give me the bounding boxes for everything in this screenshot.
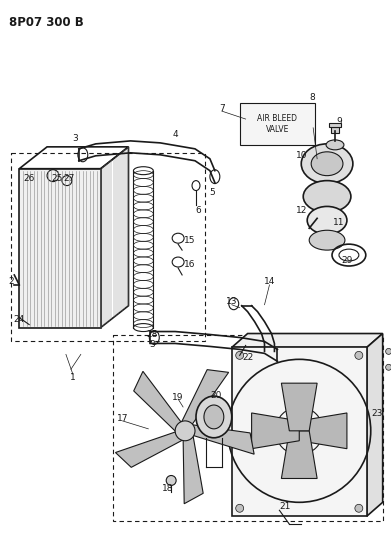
- Text: 10: 10: [296, 151, 307, 160]
- Text: 18: 18: [162, 484, 174, 493]
- Polygon shape: [299, 413, 347, 449]
- Text: 5: 5: [209, 188, 215, 197]
- Ellipse shape: [311, 152, 343, 176]
- Text: 22: 22: [242, 353, 253, 362]
- Ellipse shape: [326, 140, 344, 150]
- Text: 1: 1: [70, 373, 76, 382]
- Polygon shape: [367, 334, 383, 516]
- FancyBboxPatch shape: [240, 103, 315, 145]
- Text: 3: 3: [72, 134, 78, 143]
- Circle shape: [355, 504, 363, 512]
- Text: 23: 23: [371, 409, 383, 418]
- Bar: [331, 127, 339, 133]
- Text: 26: 26: [24, 174, 35, 183]
- Text: 3: 3: [149, 340, 155, 349]
- Text: 13: 13: [226, 297, 238, 306]
- Text: AIR BLEED
VALVE: AIR BLEED VALVE: [258, 114, 298, 134]
- Text: 20: 20: [210, 391, 221, 400]
- Polygon shape: [134, 372, 182, 433]
- Ellipse shape: [301, 144, 353, 183]
- Text: 8P07 300 B: 8P07 300 B: [9, 16, 84, 29]
- Polygon shape: [183, 433, 203, 504]
- Text: 7: 7: [219, 103, 225, 112]
- Text: 21: 21: [279, 502, 291, 511]
- Ellipse shape: [204, 405, 224, 429]
- Circle shape: [386, 349, 392, 354]
- Polygon shape: [116, 431, 185, 467]
- Text: 4: 4: [172, 131, 178, 140]
- Polygon shape: [281, 383, 317, 431]
- Circle shape: [236, 351, 244, 359]
- Text: 19: 19: [172, 393, 184, 401]
- Ellipse shape: [196, 396, 232, 438]
- Ellipse shape: [303, 181, 351, 212]
- Polygon shape: [190, 424, 254, 454]
- Text: 8: 8: [309, 93, 315, 102]
- Circle shape: [166, 475, 176, 486]
- Text: 15: 15: [184, 236, 196, 245]
- Text: 25: 25: [51, 174, 63, 183]
- Ellipse shape: [309, 230, 345, 250]
- Text: 9: 9: [336, 117, 342, 126]
- Circle shape: [355, 351, 363, 359]
- Polygon shape: [180, 370, 229, 426]
- Circle shape: [175, 421, 195, 441]
- Text: 6: 6: [195, 206, 201, 215]
- Text: 2: 2: [9, 277, 14, 286]
- Text: 11: 11: [333, 218, 345, 227]
- Polygon shape: [252, 413, 299, 449]
- Bar: [19, 169, 101, 328]
- Text: 24: 24: [14, 315, 25, 324]
- Text: 17: 17: [117, 415, 128, 423]
- Text: 29: 29: [341, 255, 353, 264]
- Circle shape: [386, 364, 392, 370]
- Text: 16: 16: [184, 260, 196, 269]
- Text: 14: 14: [264, 277, 275, 286]
- Circle shape: [291, 423, 307, 439]
- Text: 28: 28: [147, 330, 158, 339]
- Bar: [232, 348, 367, 516]
- Polygon shape: [281, 431, 317, 479]
- Text: 27: 27: [63, 174, 74, 183]
- Text: 12: 12: [296, 206, 307, 215]
- Circle shape: [236, 504, 244, 512]
- Polygon shape: [232, 334, 383, 348]
- Bar: [329, 123, 341, 127]
- Ellipse shape: [307, 206, 347, 234]
